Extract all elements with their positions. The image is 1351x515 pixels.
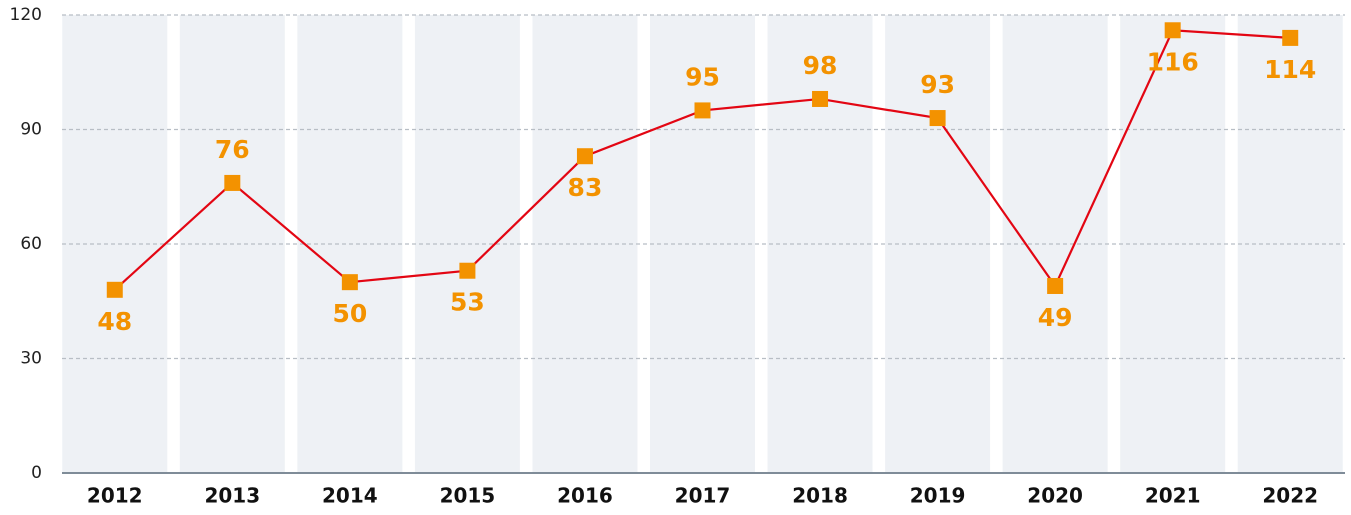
x-tick-label: 2021 <box>1145 484 1201 508</box>
value-label: 98 <box>803 51 838 80</box>
value-label: 83 <box>568 173 603 202</box>
value-label: 50 <box>332 299 367 328</box>
value-label: 53 <box>450 288 485 317</box>
y-tick-label: 90 <box>20 120 42 140</box>
category-band <box>1002 15 1108 473</box>
x-tick-label: 2016 <box>557 484 613 508</box>
value-label: 116 <box>1147 47 1199 76</box>
marker <box>106 281 123 298</box>
marker <box>1047 277 1064 294</box>
y-tick-label: 60 <box>20 234 42 254</box>
value-label: 95 <box>685 62 720 91</box>
x-tick-label: 2015 <box>440 484 496 508</box>
x-tick-label: 2017 <box>675 484 731 508</box>
x-tick-label: 2018 <box>792 484 848 508</box>
marker <box>929 110 946 127</box>
value-label: 48 <box>97 307 132 336</box>
y-tick-label: 30 <box>20 349 42 369</box>
marker <box>576 148 593 165</box>
category-band <box>414 15 520 473</box>
x-tick-label: 2019 <box>910 484 966 508</box>
x-tick-label: 2014 <box>322 484 378 508</box>
category-band <box>1120 15 1226 473</box>
x-tick-label: 2022 <box>1262 484 1318 508</box>
x-tick-label: 2020 <box>1027 484 1083 508</box>
category-band <box>532 15 638 473</box>
marker <box>1164 22 1181 39</box>
y-tick-label: 120 <box>10 5 42 25</box>
x-tick-label: 2013 <box>204 484 260 508</box>
marker <box>812 90 829 107</box>
marker <box>224 174 241 191</box>
value-label: 114 <box>1264 55 1316 84</box>
marker <box>459 262 476 279</box>
y-tick-label: 0 <box>31 463 42 483</box>
marker <box>1282 29 1299 46</box>
value-label: 76 <box>215 135 250 164</box>
value-label: 93 <box>920 70 955 99</box>
marker <box>341 274 358 291</box>
x-tick-label: 2012 <box>87 484 143 508</box>
value-label: 49 <box>1038 303 1073 332</box>
marker <box>694 102 711 119</box>
